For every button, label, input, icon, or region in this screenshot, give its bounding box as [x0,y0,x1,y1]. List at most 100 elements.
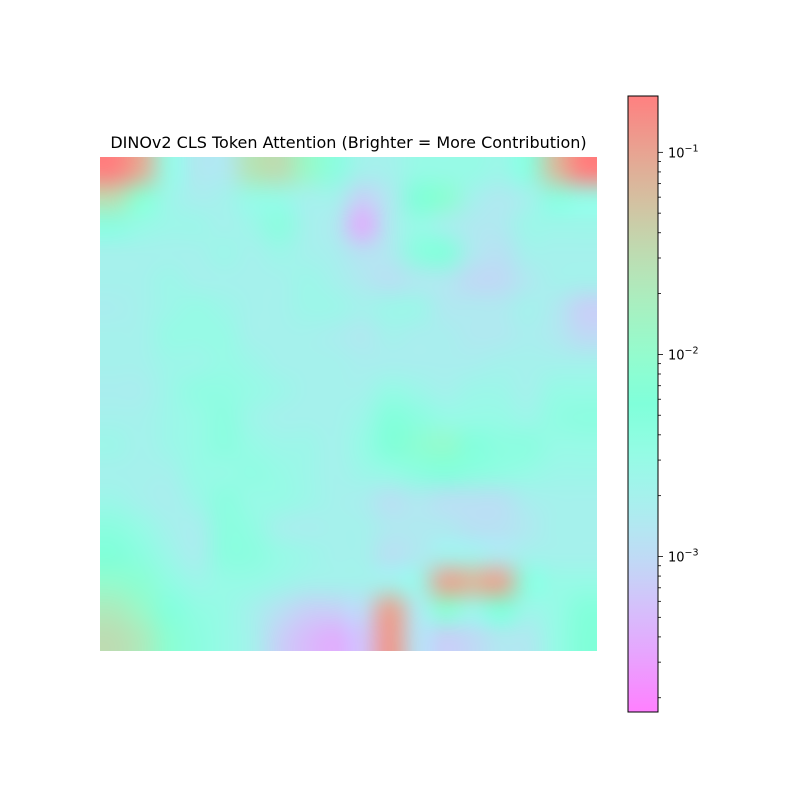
heatmap-cell [514,239,542,266]
heatmap-cell [238,377,266,404]
heatmap-cell [210,212,238,239]
heatmap-cell [183,239,211,266]
heatmap-cell [514,294,542,321]
heatmap-cell [349,349,377,376]
heatmap-cell [431,541,459,568]
heatmap-cell [349,322,377,349]
heatmap-cell [321,184,349,211]
heatmap-cell [266,431,294,458]
heatmap-cell [266,541,294,568]
heatmap-cell [376,184,404,211]
heatmap-cell [431,459,459,486]
heatmap-cell [128,157,156,184]
heatmap-cell [183,624,211,651]
heatmap-cell [238,349,266,376]
heatmap-cell [349,624,377,651]
heatmap-cell [266,157,294,184]
heatmap-cell [183,322,211,349]
heatmap-cell [238,294,266,321]
heatmap-cell [459,431,487,458]
heatmap-cell [238,514,266,541]
heatmap-cell [349,377,377,404]
heatmap-cell [128,459,156,486]
heatmap-cell [404,267,432,294]
heatmap-cell [155,514,183,541]
heatmap-cell [100,322,128,349]
heatmap-cell [487,267,515,294]
heatmap-cell [431,267,459,294]
heatmap-cell [293,322,321,349]
heatmap-cell [514,486,542,513]
heatmap-cell [569,377,597,404]
heatmap-cell [238,322,266,349]
heatmap-cell [404,486,432,513]
heatmap-cell [569,486,597,513]
heatmap-cell [155,541,183,568]
heatmap-cell [155,596,183,623]
heatmap-cell [128,184,156,211]
heatmap-cell [321,212,349,239]
heatmap-cell [155,431,183,458]
heatmap-cell [266,294,294,321]
heatmap-cell [321,459,349,486]
heatmap-cell [569,569,597,596]
heatmap-cell [431,486,459,513]
heatmap-cell [376,404,404,431]
heatmap-cell [404,541,432,568]
heatmap-cell [210,294,238,321]
heatmap-cell [100,157,128,184]
heatmap-cell [321,486,349,513]
heatmap-cell [404,514,432,541]
heatmap-cell [183,157,211,184]
heatmap-cell [542,541,570,568]
heatmap-cell [459,294,487,321]
heatmap-cell [459,349,487,376]
heatmap-cell [376,349,404,376]
heatmap-cell [210,267,238,294]
heatmap-cell [349,239,377,266]
heatmap-cell [431,184,459,211]
heatmap-cell [542,349,570,376]
heatmap-cell [293,569,321,596]
heatmap-cell [210,569,238,596]
heatmap-cell [487,239,515,266]
heatmap-cell [321,322,349,349]
heatmap-cell [293,486,321,513]
heatmap-cell [155,294,183,321]
heatmap-cell [569,267,597,294]
heatmap-cell [514,322,542,349]
heatmap-cell [349,514,377,541]
heatmap-cell [487,349,515,376]
heatmap-cell [542,514,570,541]
heatmap-cell [183,431,211,458]
heatmap-cell [100,184,128,211]
heatmap-cell [210,239,238,266]
heatmap-cell [238,596,266,623]
heatmap-cell [349,184,377,211]
heatmap-cell [569,459,597,486]
heatmap-cell [238,624,266,651]
heatmap-cell [321,294,349,321]
heatmap-cell [376,514,404,541]
heatmap-cell [542,431,570,458]
heatmap-cell [542,157,570,184]
heatmap-cell [459,322,487,349]
heatmap-cell [266,569,294,596]
heatmap-cell [542,212,570,239]
heatmap-cell [459,404,487,431]
heatmap-cell [238,267,266,294]
heatmap-cell [376,239,404,266]
heatmap-cell [238,486,266,513]
heatmap-cell [487,514,515,541]
heatmap-cell [210,459,238,486]
heatmap-cell [459,184,487,211]
heatmap-cell [266,322,294,349]
heatmap-cell [321,267,349,294]
heatmap-cell [542,624,570,651]
heatmap-cell [349,212,377,239]
heatmap-cell [155,624,183,651]
heatmap-cell [155,322,183,349]
heatmap-cell [100,624,128,651]
heatmap-cell [404,184,432,211]
heatmap-cell [431,624,459,651]
